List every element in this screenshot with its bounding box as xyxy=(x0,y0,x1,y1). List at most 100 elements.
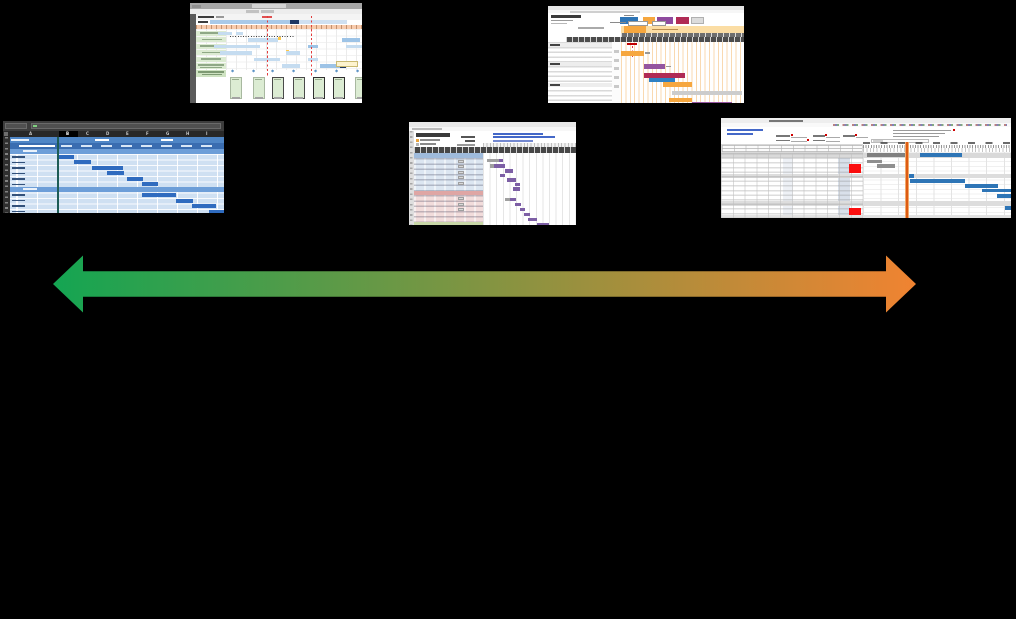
column-card xyxy=(355,77,362,99)
summary-bar xyxy=(299,20,347,24)
gantt-bar xyxy=(127,176,143,181)
row-label xyxy=(196,63,226,69)
gantt-screenshot-excel-colored xyxy=(548,6,744,103)
text-smudge xyxy=(666,65,671,67)
text-smudge xyxy=(198,71,224,73)
phase-header xyxy=(414,190,483,195)
text-smudge xyxy=(200,32,222,34)
text-smudge xyxy=(420,139,440,141)
icon-box xyxy=(614,67,619,70)
today-line xyxy=(267,16,269,76)
date-smudge xyxy=(81,144,92,147)
freeze-line xyxy=(57,137,59,213)
gantt-bar xyxy=(537,222,549,225)
gantt-bar xyxy=(691,101,732,103)
gantt-bar xyxy=(286,51,300,55)
text-smudge xyxy=(335,79,342,81)
row-numbers xyxy=(3,137,10,213)
formula-bar xyxy=(31,123,221,129)
gantt-bar xyxy=(515,182,520,187)
selected-column xyxy=(59,131,78,137)
fx-icon xyxy=(33,124,37,127)
date-strip xyxy=(483,142,576,147)
summary-row xyxy=(721,214,1011,218)
gantt-screenshot-excel-planner xyxy=(409,122,576,225)
text-smudge xyxy=(200,45,222,47)
gantt-bar xyxy=(500,173,505,178)
column-letter: B xyxy=(66,130,70,136)
text-smudge xyxy=(255,79,262,81)
text-smudge xyxy=(457,143,475,146)
gantt-bar xyxy=(236,32,243,35)
star-icon: * xyxy=(252,69,256,76)
task-label xyxy=(12,205,25,207)
project-row xyxy=(3,137,224,143)
gantt-bar xyxy=(504,169,513,173)
gantt-bar xyxy=(320,63,340,68)
column-letter: A xyxy=(29,130,33,136)
phase-rows xyxy=(414,157,483,191)
text-smudge xyxy=(274,79,281,81)
field-label xyxy=(776,135,790,137)
text-smudge xyxy=(201,58,221,60)
phase-row xyxy=(3,149,224,154)
date-smudge xyxy=(161,144,172,147)
icon-box xyxy=(614,58,619,62)
title-text xyxy=(551,15,581,18)
gantt-bar xyxy=(512,187,520,191)
month-label xyxy=(95,138,109,141)
gantt-bar xyxy=(220,51,252,55)
task-table xyxy=(548,42,621,103)
header-row xyxy=(196,14,362,20)
dropdown-box xyxy=(458,181,464,185)
column-letter: E xyxy=(126,130,129,136)
gantt-bar xyxy=(342,38,360,42)
summary-row xyxy=(721,201,1011,206)
gantt-bar xyxy=(218,31,232,35)
gantt-bar xyxy=(57,154,74,159)
day-ticks xyxy=(863,145,1011,148)
month-label xyxy=(161,138,173,141)
task-label xyxy=(12,210,25,213)
gantt-bar xyxy=(982,188,1011,193)
star-icon: * xyxy=(231,69,235,76)
text-smudge xyxy=(202,51,220,53)
select-all-corner xyxy=(4,132,8,136)
gantt-bar xyxy=(910,179,965,183)
table-header xyxy=(566,37,744,42)
gantt-bar xyxy=(643,73,685,78)
phase-row xyxy=(548,62,612,66)
gantt-bar xyxy=(498,158,503,163)
text-smudge xyxy=(198,20,208,23)
month-band xyxy=(621,26,744,33)
gantt-bar xyxy=(997,193,1011,198)
phase-label xyxy=(550,84,560,86)
bullet-icon xyxy=(416,139,419,142)
phase-row xyxy=(3,187,224,192)
segmented-control xyxy=(252,4,286,8)
legend-chip xyxy=(657,17,673,24)
gantt-bar xyxy=(528,217,537,222)
column-footer xyxy=(356,97,362,99)
column-footer xyxy=(314,97,323,99)
toolbar-button xyxy=(261,10,274,13)
chrome xyxy=(721,118,1011,123)
phase-row xyxy=(548,43,612,47)
legend-label xyxy=(624,14,634,17)
text-smudge xyxy=(202,73,222,75)
input-box xyxy=(628,20,648,26)
text-smudge xyxy=(610,21,626,24)
summary-row xyxy=(721,174,1011,178)
field-label xyxy=(813,139,825,142)
summary-row xyxy=(721,153,1011,158)
alert-cell xyxy=(849,207,861,215)
warning-icon xyxy=(278,36,281,40)
gantt-bar xyxy=(486,158,499,163)
gantt-bar xyxy=(107,171,124,176)
field-underline xyxy=(856,136,868,138)
column-footer xyxy=(231,97,240,99)
toolbar-button xyxy=(246,10,259,13)
gantt-bar xyxy=(493,164,505,168)
link-text xyxy=(727,129,763,132)
